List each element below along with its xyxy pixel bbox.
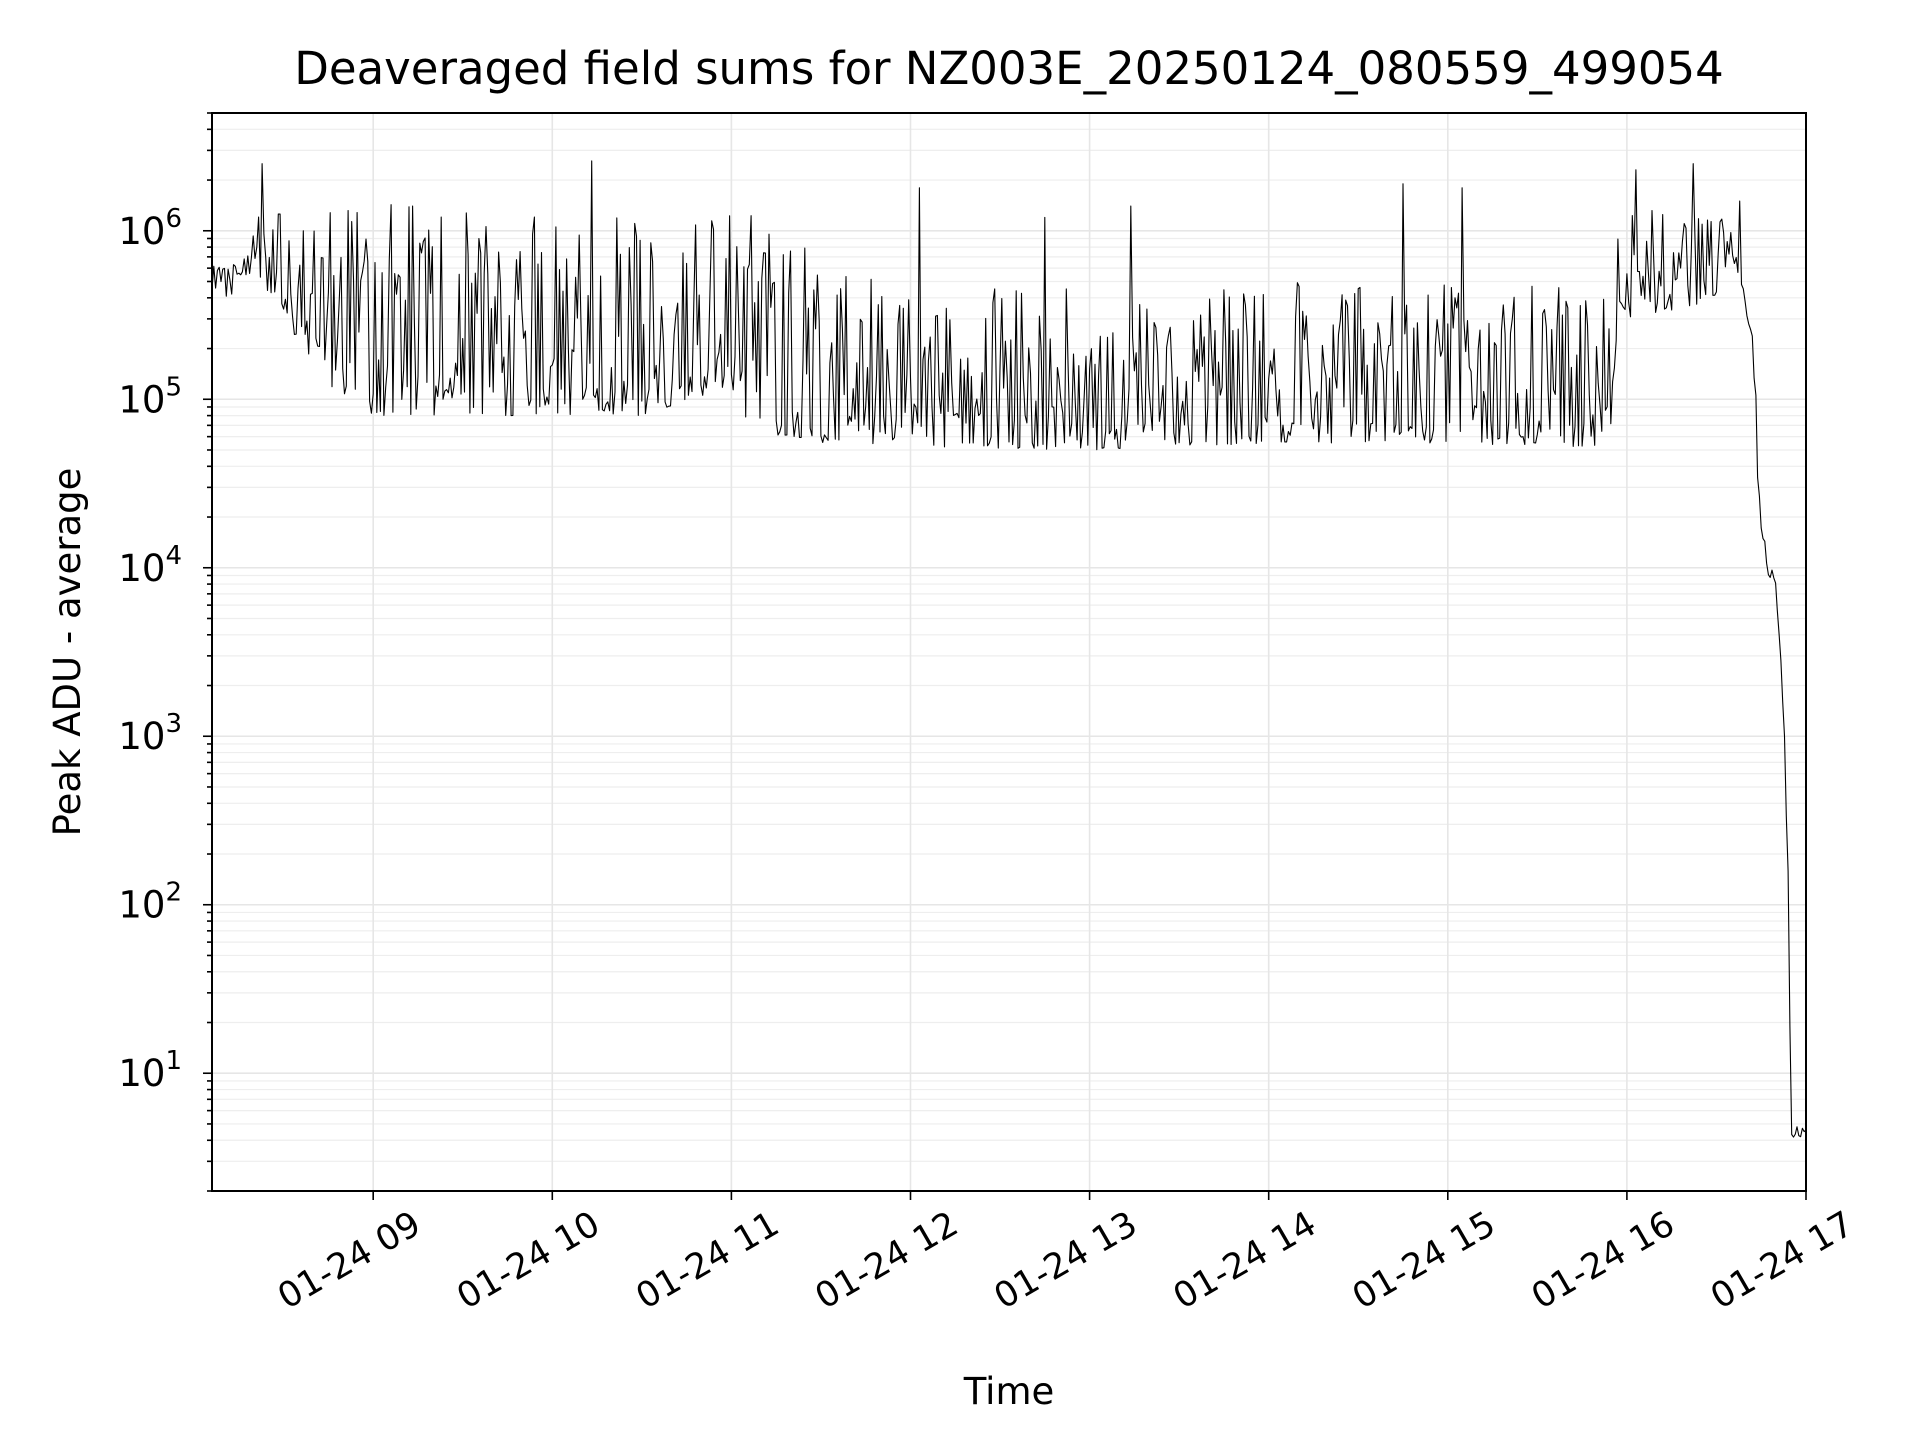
x-tick-label: 01-24 17 [1704, 1204, 1860, 1317]
y-tick-label-base: 10 [118, 210, 165, 253]
y-tick-label: 105 [118, 372, 182, 421]
y-tick-label-exponent: 4 [165, 541, 182, 571]
y-tick-label-base: 10 [118, 1052, 165, 1095]
y-tick-label: 104 [118, 541, 182, 590]
x-axis-label: Time [963, 1370, 1055, 1413]
y-tick-label-exponent: 5 [165, 372, 182, 402]
y-tick-label: 101 [118, 1046, 182, 1095]
y-tick-label: 106 [118, 204, 182, 253]
x-tick-label: 01-24 10 [451, 1204, 607, 1317]
x-tick-label: 01-24 13 [988, 1204, 1144, 1317]
y-tick-label-exponent: 3 [165, 709, 182, 739]
y-tick-label: 102 [118, 878, 182, 927]
x-tick-label: 01-24 11 [630, 1204, 786, 1317]
x-tick-label: 01-24 16 [1525, 1204, 1681, 1317]
y-tick-label-exponent: 2 [165, 878, 182, 908]
y-axis-label: Peak ADU - average [46, 468, 89, 837]
y-tick-label-base: 10 [118, 884, 165, 927]
y-tick-label-base: 10 [118, 378, 165, 421]
grid-lines [212, 112, 1807, 1192]
y-tick-label-base: 10 [118, 715, 165, 758]
y-tick-label-exponent: 1 [165, 1046, 182, 1076]
x-tick-label: 01-24 09 [271, 1204, 427, 1317]
y-tick-label: 103 [118, 709, 182, 758]
x-tick-label: 01-24 12 [809, 1204, 965, 1317]
plot-frame [211, 112, 1807, 1192]
y-tick-label-base: 10 [118, 547, 165, 590]
series-layer [211, 160, 1807, 1138]
y-tick-label-exponent: 6 [165, 204, 182, 234]
chart-title: Deaveraged field sums for NZ003E_2025012… [294, 42, 1723, 95]
series-line [211, 160, 1807, 1138]
x-tick-label: 01-24 14 [1167, 1204, 1323, 1317]
x-tick-label: 01-24 15 [1346, 1204, 1502, 1317]
